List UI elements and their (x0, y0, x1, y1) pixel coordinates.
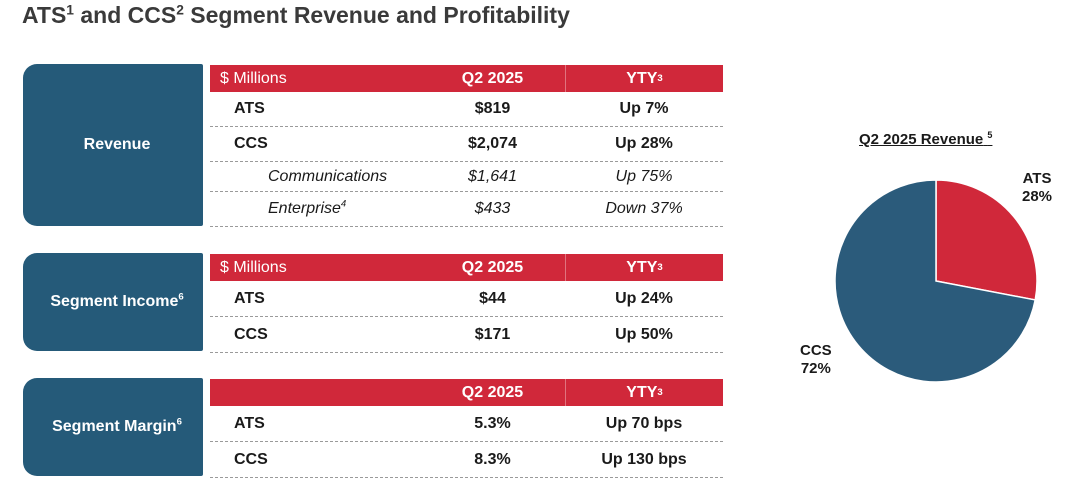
header-period: Q2 2025 (461, 69, 524, 87)
pie-slice-ats (935, 179, 1038, 301)
slice-label-ccs: CCS 72% (800, 342, 832, 377)
header-yty: YTY 3 (565, 254, 723, 281)
row-label: CCS (234, 450, 268, 468)
row-label: ATS (234, 289, 265, 307)
revenue-table: $ Millions Q2 2025 YTY 3 ATS $819 Up 7% C… (210, 65, 723, 227)
header-yty: YTY 3 (565, 65, 723, 92)
table-row: Communications $1,641 Up 75% (210, 162, 723, 192)
table-row: CCS 8.3% Up 130 bps (210, 442, 723, 478)
row-yty: Down 37% (605, 200, 683, 217)
segment-income-table: $ Millions Q2 2025 YTY 3 ATS $44 Up 24% C… (210, 254, 723, 353)
segment-margin-section-tab: Segment Margin6 (23, 378, 203, 476)
row-yty: Up 7% (619, 100, 669, 117)
row-value: $44 (479, 289, 506, 307)
header-period: Q2 2025 (461, 383, 524, 401)
chart-title: Q2 2025 Revenue 5 (859, 130, 993, 149)
row-label: Enterprise4 (268, 198, 347, 217)
segment-margin-table-header: Q2 2025 YTY 3 (210, 379, 723, 406)
header-yty: YTY 3 (565, 379, 723, 406)
row-label: CCS (234, 325, 268, 343)
row-yty: Up 28% (615, 135, 673, 152)
table-row: ATS $44 Up 24% (210, 281, 723, 317)
segment-margin-table: Q2 2025 YTY 3 ATS 5.3% Up 70 bps CCS 8.3%… (210, 379, 723, 478)
revenue-section-tab: Revenue (23, 64, 203, 226)
row-value: $819 (474, 100, 511, 117)
row-label: ATS (234, 414, 265, 432)
header-units: $ Millions (220, 69, 287, 87)
revenue-pie-chart (834, 179, 1038, 383)
row-label: CCS (234, 135, 268, 152)
row-value: $1,641 (468, 167, 517, 185)
row-value: $2,074 (468, 135, 517, 152)
table-row: CCS $2,074 Up 28% (210, 127, 723, 162)
header-units: $ Millions (220, 258, 287, 276)
row-yty: Up 24% (615, 289, 673, 307)
row-label: ATS (234, 100, 265, 117)
table-row: CCS $171 Up 50% (210, 317, 723, 353)
header-period: Q2 2025 (461, 258, 524, 276)
row-yty: Up 50% (615, 325, 673, 343)
segment-income-section-tab: Segment Income6 (23, 253, 203, 351)
page-title: ATS1 and CCS2 Segment Revenue and Profit… (22, 2, 570, 28)
row-label: Communications (268, 167, 388, 185)
pie-slice-ccs (834, 179, 1037, 383)
row-yty: Up 130 bps (601, 450, 687, 468)
row-value: 8.3% (474, 450, 511, 468)
revenue-table-header: $ Millions Q2 2025 YTY 3 (210, 65, 723, 92)
row-value: $171 (474, 325, 511, 343)
segment-income-table-header: $ Millions Q2 2025 YTY 3 (210, 254, 723, 281)
table-row: Enterprise4 $433 Down 37% (210, 192, 723, 227)
table-row: ATS $819 Up 7% (210, 92, 723, 127)
row-value: $433 (474, 200, 511, 217)
row-yty: Up 75% (615, 167, 673, 185)
row-value: 5.3% (474, 414, 511, 432)
table-row: ATS 5.3% Up 70 bps (210, 406, 723, 442)
slice-label-ats: ATS 28% (1022, 170, 1053, 205)
row-yty: Up 70 bps (605, 414, 683, 432)
